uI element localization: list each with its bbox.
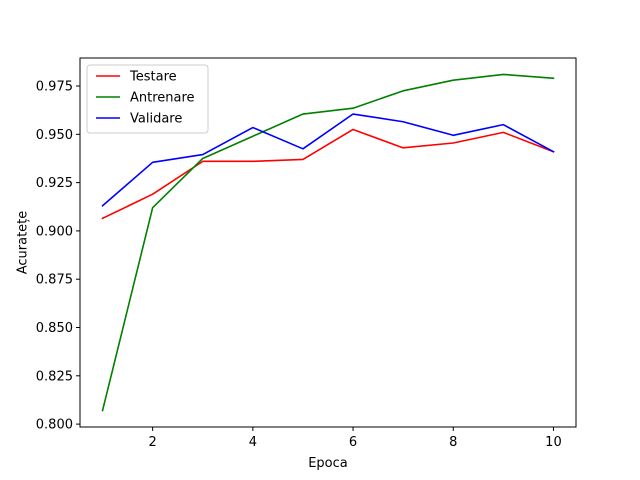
- x-axis-label: Epoca: [308, 456, 348, 471]
- y-tick-label: 0.875: [36, 273, 73, 288]
- legend-label-antrenare: Antrenare: [130, 91, 195, 106]
- x-tick-label: 8: [449, 435, 457, 450]
- y-tick-label: 0.800: [36, 418, 73, 433]
- x-tick-label: 10: [545, 435, 562, 450]
- y-tick-label: 0.850: [36, 321, 73, 336]
- y-tick-label: 0.975: [36, 80, 73, 95]
- plot-area-frame: [79, 57, 577, 428]
- x-axis: 2 4 6 8 10: [149, 427, 562, 450]
- legend-box: [86, 64, 209, 134]
- legend-label-validare: Validare: [130, 112, 182, 127]
- series-line-validare: [101, 113, 555, 207]
- series-line-antrenare: [101, 73, 555, 412]
- y-axis-label: Acuratețe: [16, 211, 31, 275]
- y-tick-label: 0.925: [36, 176, 73, 191]
- y-tick-label: 0.900: [36, 224, 73, 239]
- legend-label-testare: Testare: [129, 70, 177, 85]
- y-axis: 0.800 0.825 0.850 0.875 0.900 0.925 0.950 0.975: [36, 80, 80, 433]
- series-line-testare: [101, 128, 555, 220]
- y-tick-label: 0.825: [36, 369, 73, 384]
- x-tick-label: 6: [349, 435, 357, 450]
- series-layer: [101, 73, 555, 412]
- x-tick-label: 2: [149, 435, 157, 450]
- legend: Testare Antrenare Validare: [86, 64, 209, 134]
- x-tick-label: 4: [249, 435, 257, 450]
- y-tick-label: 0.950: [36, 128, 73, 143]
